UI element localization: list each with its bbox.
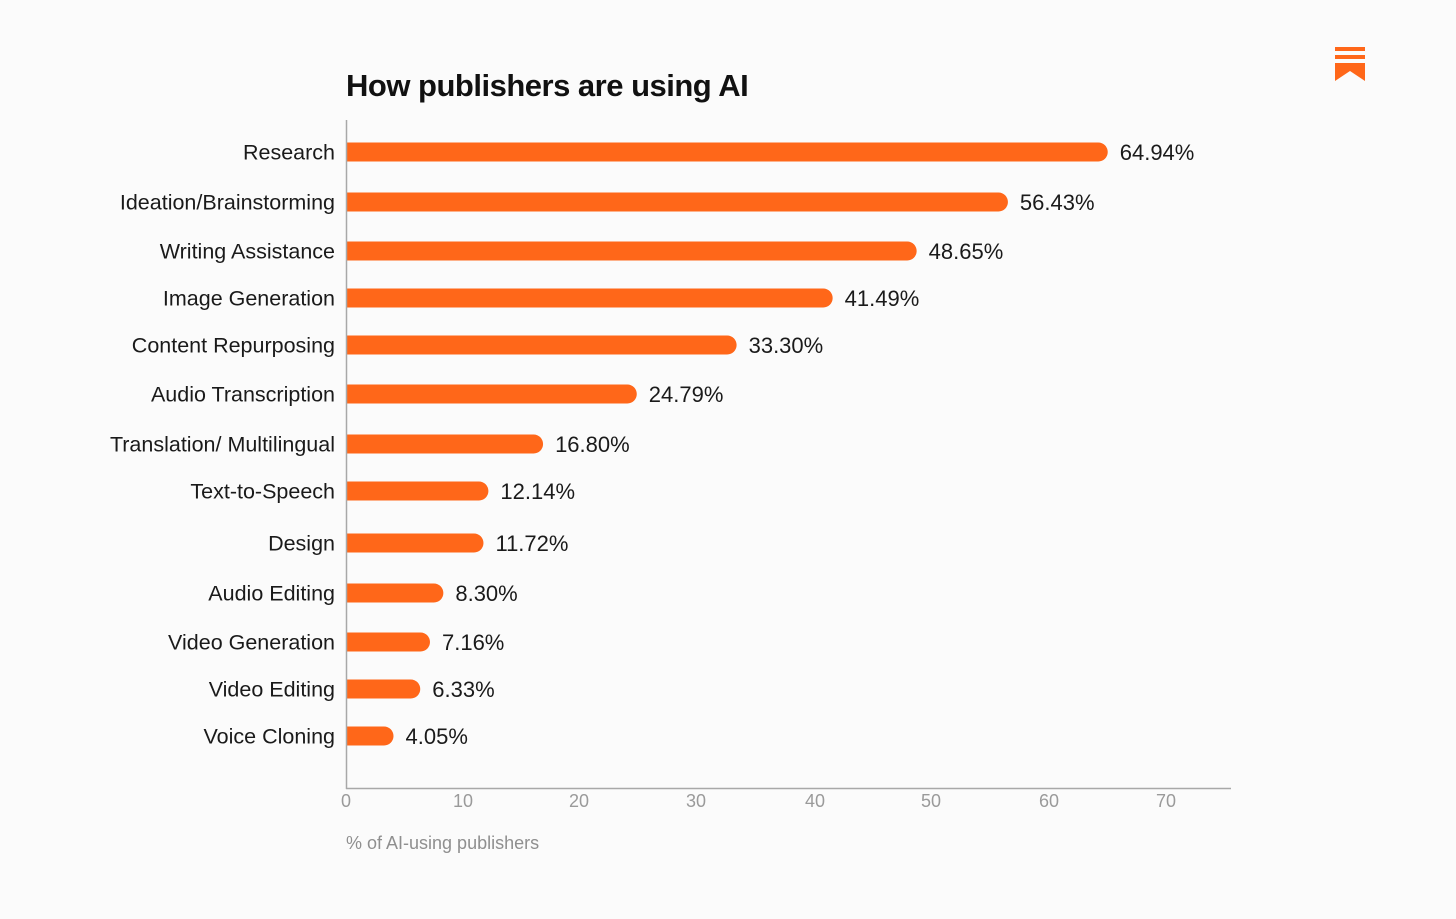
bar-text-to-speech (346, 481, 489, 501)
value-label-video-generation: 7.16% (442, 630, 504, 655)
category-label-ideation-brainstorming: Ideation/Brainstorming (120, 191, 335, 215)
category-label-audio-transcription: Audio Transcription (151, 383, 335, 407)
category-label-research: Research (243, 141, 335, 165)
x-tick-label-0: 0 (341, 791, 351, 811)
category-labels: Research Ideation/Brainstorming Writing As… (110, 141, 335, 749)
category-label-design: Design (268, 532, 335, 556)
x-tick-label-30: 30 (686, 791, 706, 811)
value-label-research: 64.94% (1120, 140, 1195, 165)
value-label-ideation-brainstorming: 56.43% (1020, 190, 1095, 215)
category-label-text-to-speech: Text-to-Speech (190, 480, 335, 504)
x-tick-label-10: 10 (453, 791, 473, 811)
x-tick-label-60: 60 (1039, 791, 1059, 811)
value-label-video-editing: 6.33% (432, 677, 494, 702)
value-label-audio-editing: 8.30% (455, 581, 517, 606)
category-label-image-generation: Image Generation (163, 287, 335, 311)
value-label-design: 11.72% (495, 531, 568, 556)
category-label-video-editing: Video Editing (209, 678, 335, 702)
bar-audio-transcription (346, 384, 637, 404)
value-label-voice-cloning: 4.05% (406, 724, 468, 749)
bar-research (346, 142, 1108, 162)
bars-group (346, 142, 1108, 746)
bar-voice-cloning (346, 726, 394, 746)
bar-writing-assistance (346, 241, 917, 261)
value-label-writing-assistance: 48.65% (929, 239, 1004, 264)
category-label-translation-multilingual: Translation/ Multilingual (110, 433, 335, 457)
category-label-writing-assistance: Writing Assistance (160, 240, 335, 264)
value-label-text-to-speech: 12.14% (500, 479, 575, 504)
category-label-content-repurposing: Content Repurposing (132, 334, 335, 358)
x-tick-label-50: 50 (921, 791, 941, 811)
x-tick-label-20: 20 (569, 791, 589, 811)
bar-video-editing (346, 679, 421, 699)
bar-content-repurposing (346, 335, 737, 355)
chart-title: How publishers are using AI (346, 68, 748, 103)
bar-ideation-brainstorming (346, 192, 1008, 212)
bar-audio-editing (346, 583, 444, 603)
x-axis-ticks: 0 10 20 30 40 50 60 70 (341, 791, 1176, 811)
category-label-voice-cloning: Voice Cloning (204, 725, 335, 749)
bar-translation-multilingual (346, 434, 544, 454)
x-tick-label-70: 70 (1156, 791, 1176, 811)
category-label-video-generation: Video Generation (168, 631, 335, 655)
value-label-audio-transcription: 24.79% (649, 382, 724, 407)
value-label-image-generation: 41.49% (845, 286, 920, 311)
brand-logo-icon (1335, 47, 1365, 81)
x-axis-title: % of AI-using publishers (346, 833, 539, 853)
category-label-audio-editing: Audio Editing (208, 582, 335, 606)
bar-design (346, 533, 484, 553)
value-label-content-repurposing: 33.30% (749, 333, 824, 358)
bar-image-generation (346, 288, 833, 308)
x-tick-label-40: 40 (805, 791, 825, 811)
bar-video-generation (346, 632, 430, 652)
value-label-translation-multilingual: 16.80% (555, 432, 630, 457)
value-labels: 64.94% 56.43% 48.65% 41.49% 33.30% 24.79% 16.8… (406, 140, 1195, 749)
